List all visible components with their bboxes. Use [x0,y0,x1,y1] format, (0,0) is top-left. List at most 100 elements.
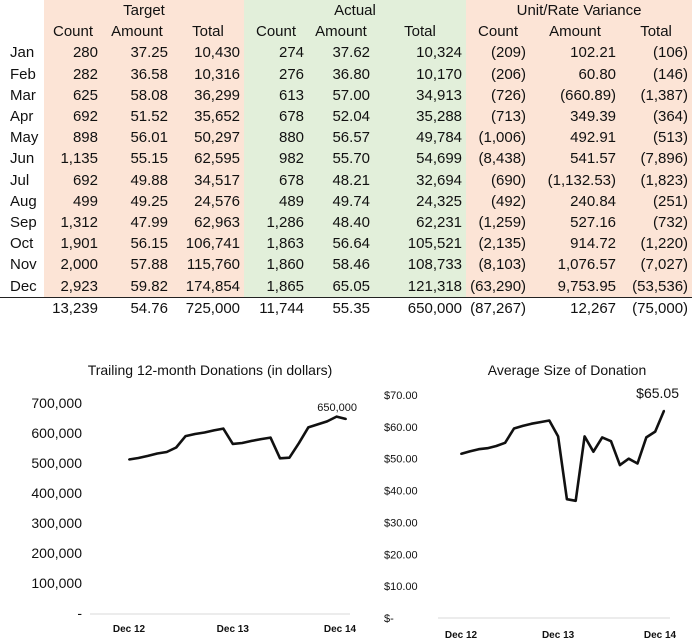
data-point [288,456,291,459]
data-point [156,452,159,455]
chart-title: Trailing 12-month Donations (in dollars) [88,362,333,378]
table-cell: (7,027) [620,254,693,276]
table-cell: 274 [244,42,309,64]
table-cell: 54,699 [374,148,467,170]
table-cell: 174,854 [172,275,245,298]
table-cell: 678 [244,169,309,191]
month-label: Nov [10,256,37,274]
column-header: Count [466,21,531,43]
column-header: Total [374,21,467,43]
column-header: Count [244,21,309,43]
table-cell: (726) [466,84,531,107]
data-point [530,422,533,425]
table-cell: 880 [244,127,309,149]
table-cell: 527.16 [530,212,621,234]
column-header: Total [172,21,245,43]
y-tick-label: $30.00 [384,517,418,529]
data-point [645,436,648,439]
table-cell: (690) [466,169,531,191]
x-tick-label: Dec 13 [217,624,250,635]
table-row: Sep 1,312 47.99 62,963 1,286 48.40 62,231 (1,25… [0,212,693,234]
table-cell: (53,536) [620,275,693,298]
table-cell: 47.99 [102,212,172,234]
table-cell: 1,076.57 [530,254,621,276]
table-cell: 56.01 [102,127,172,149]
data-point [269,436,272,439]
variance-table-area: Target Actual Unit/Rate Variance Count A… [0,0,700,320]
table-cell: (732) [620,212,693,234]
month-label: Feb [10,65,36,83]
y-tick-label: 600,000 [31,425,82,441]
data-point [495,444,498,447]
table-row: Mar 625 58.08 36,299 613 57.00 34,913 (726) (660… [0,84,693,107]
table-cell: 55.70 [308,148,375,170]
table-cell: 121,318 [374,275,467,298]
table-cell: 60.80 [530,63,621,85]
totals-label-cell [0,296,44,320]
data-point [345,418,347,420]
table-cell: 50,297 [172,127,245,149]
table-cell: 115,760 [172,254,245,276]
table-cell: 51.52 [102,106,172,128]
table-cell: 35,288 [374,106,467,128]
month-label: Dec [10,277,37,295]
table-cell: 49,784 [374,127,467,149]
table-cell: 55.15 [102,148,172,170]
column-header: Amount [530,21,621,43]
data-point [512,427,515,430]
table-cell: 56.15 [102,233,172,255]
month-label: Sep [10,214,37,232]
table-row: Nov 2,000 57.88 115,760 1,860 58.46 108,733 (8,… [0,254,693,276]
table-cell: (492) [466,190,531,213]
table-cell: 58.08 [102,84,172,107]
table-cell: 692 [44,169,102,191]
table-cell: 492.91 [530,127,621,149]
table-cell: (660.89) [530,84,621,107]
data-point [583,435,586,438]
table-cell: (146) [620,63,693,85]
data-point [307,426,310,429]
table-cell: 10,430 [172,42,245,64]
data-point [231,442,234,445]
table-cell: (63,290) [466,275,531,298]
table-cell: 349.39 [530,106,621,128]
total-cell: (87,267) [466,296,531,320]
total-cell: (75,000) [620,296,693,320]
table-cell: (1,259) [466,212,531,234]
data-point [297,442,300,445]
total-cell: 650,000 [374,296,467,320]
table-cell: 1,863 [244,233,309,255]
table-cell: 541.57 [530,148,621,170]
table-cell: 65.05 [308,275,375,298]
month-label: Oct [10,235,34,253]
table-cell: (8,438) [466,148,531,170]
column-header: Amount [308,21,375,43]
month-label: Aug [10,192,37,210]
data-point [574,499,577,502]
total-cell: 725,000 [172,296,245,320]
month-label: Apr [10,108,34,126]
table-row: Aug 499 49.25 24,576 489 49.74 24,325 (492) 240.… [0,190,693,213]
table-cell: 692 [44,106,102,128]
table-cell: (2,135) [466,233,531,255]
y-tick-label: 400,000 [31,485,82,501]
y-tick-label: $10.00 [384,581,418,593]
table-row: Apr 692 51.52 35,652 678 52.04 35,288 (713) 349.… [0,106,693,128]
table-cell: 105,521 [374,233,467,255]
table-cell: 24,325 [374,190,467,213]
month-label: Jun [10,150,35,168]
table-cell: (106) [620,42,693,64]
month-label: Jul [10,171,30,189]
table-cell: (513) [620,127,693,149]
total-cell: 12,267 [530,296,621,320]
data-point [241,442,244,444]
y-tick-label: $60.00 [384,422,418,434]
table-cell: 10,316 [172,63,245,85]
x-tick-label: Dec 14 [324,624,357,635]
y-tick-label: 200,000 [31,545,82,561]
table-cell: 276 [244,63,309,85]
group-header-row: Target Actual Unit/Rate Variance [0,0,693,22]
table-cell: 56.64 [308,233,375,255]
group-header-variance: Unit/Rate Variance [466,0,693,22]
table-row: May 898 56.01 50,297 880 56.57 49,784 (1,006) 49… [0,127,693,149]
